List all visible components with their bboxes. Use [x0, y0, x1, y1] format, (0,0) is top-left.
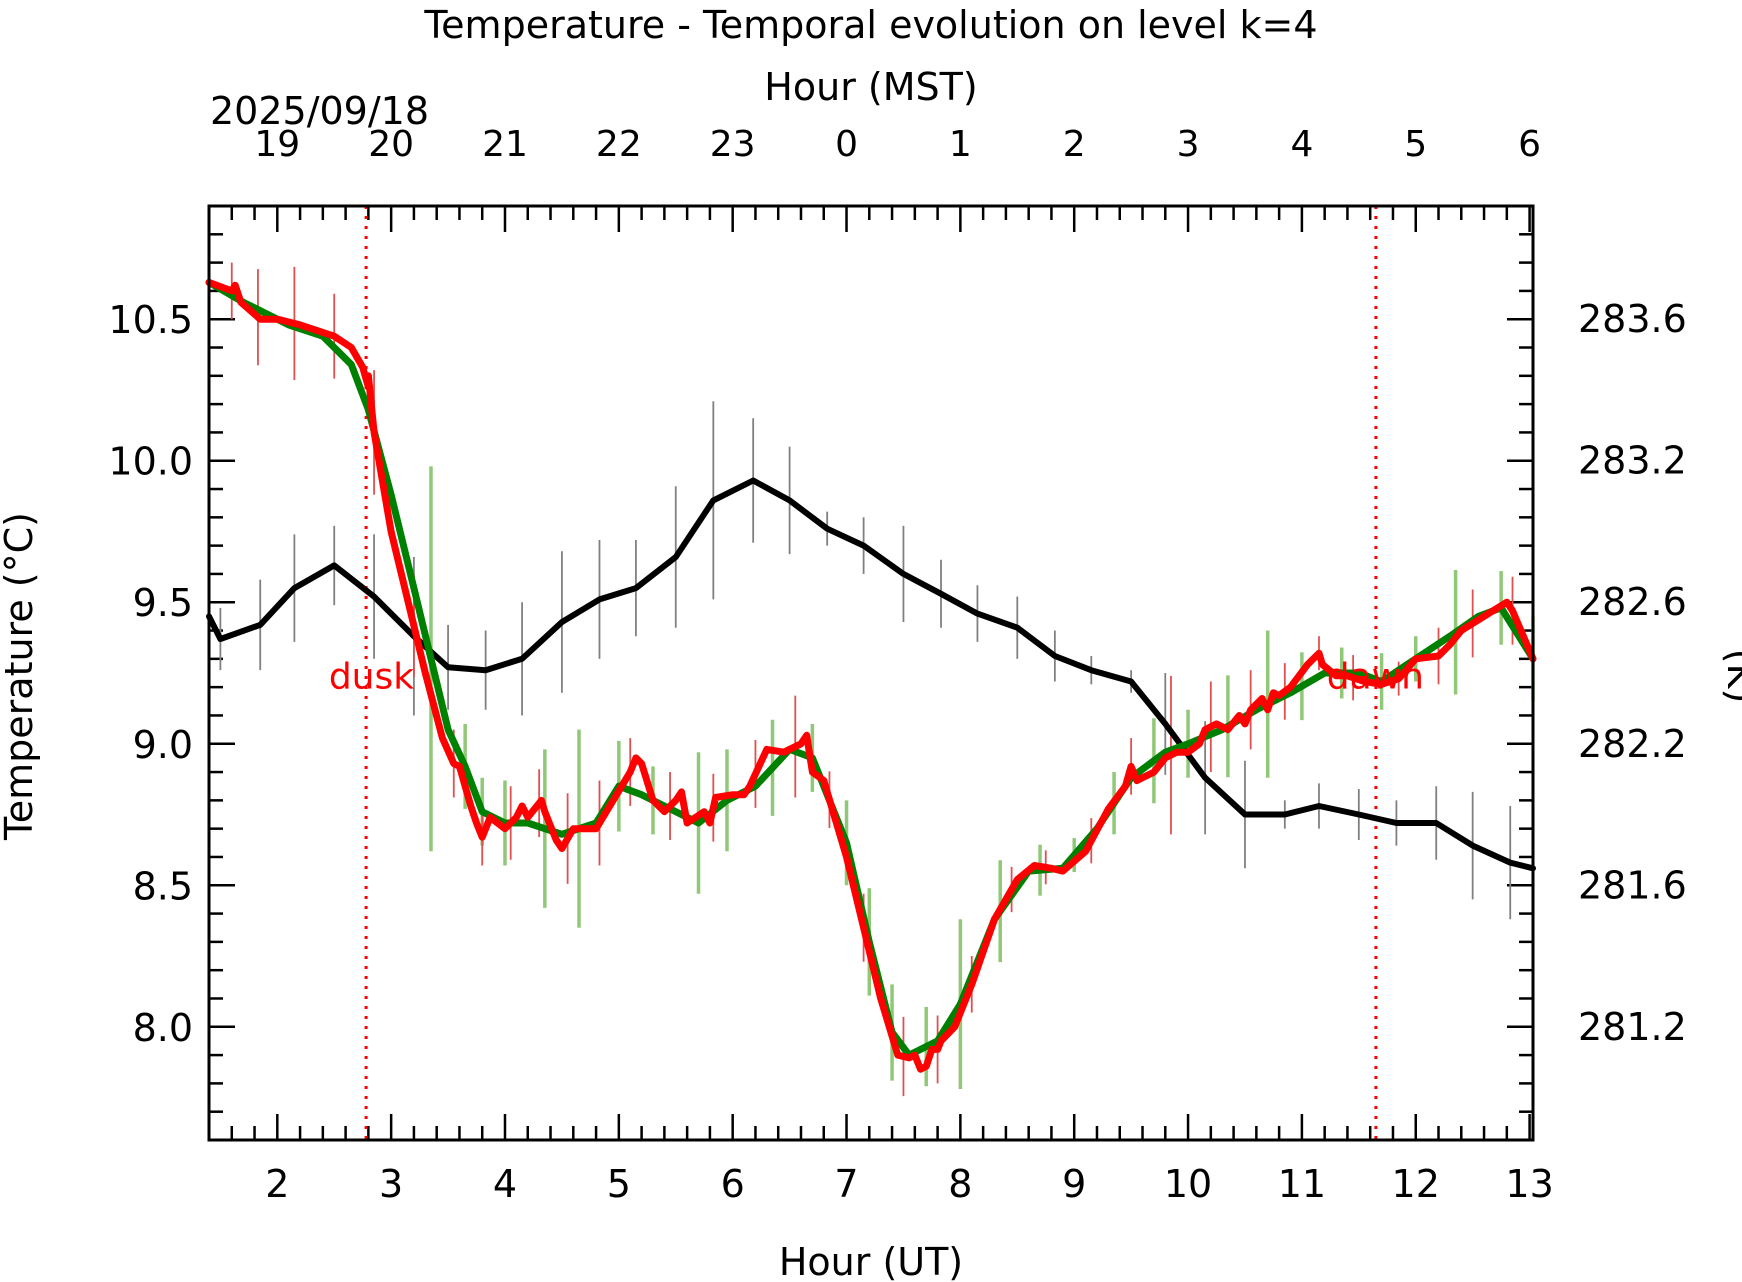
x2-tick-label: 2 — [1063, 124, 1086, 165]
top-axis-title: Hour (MST) — [764, 65, 977, 109]
event-lines — [364, 206, 1378, 1140]
x2-tick-label: 0 — [835, 124, 858, 165]
y-tick-label: 10.5 — [108, 298, 193, 342]
x-tick-label: 3 — [379, 1162, 403, 1206]
y-tick-label: 8.5 — [133, 864, 193, 908]
annotation-dusk: dusk — [329, 657, 414, 698]
y-tick-label: 8.0 — [133, 1006, 193, 1050]
y2-tick-label: 283.6 — [1578, 297, 1687, 341]
y-tick-label: 10.0 — [108, 440, 193, 484]
axis-ticks — [207, 204, 1533, 1142]
series-lines — [205, 278, 1537, 1073]
y2-tick-label: 281.6 — [1578, 863, 1687, 907]
x2-tick-label: 3 — [1177, 124, 1200, 165]
x-tick-label: 2 — [265, 1162, 289, 1206]
x2-tick-label: 23 — [710, 124, 756, 165]
x2-tick-label: 1 — [949, 124, 972, 165]
x-tick-label: 6 — [721, 1162, 745, 1206]
x2-tick-label: 4 — [1290, 124, 1313, 165]
y2-axis-title: (K) — [1719, 649, 1742, 704]
x-tick-label: 9 — [1062, 1162, 1086, 1206]
y-tick-label: 9.0 — [133, 723, 193, 767]
plot-frame — [207, 204, 1535, 1142]
y2-tick-label: 282.2 — [1578, 722, 1687, 766]
chart-title: Temperature - Temporal evolution on leve… — [423, 3, 1317, 47]
y-tick-label: 9.5 — [133, 581, 193, 625]
x-tick-label: 8 — [948, 1162, 972, 1206]
y2-tick-label: 283.2 — [1578, 439, 1687, 483]
series-line — [205, 278, 1537, 1073]
x2-tick-label: 6 — [1518, 124, 1541, 165]
x2-tick-label: 20 — [368, 124, 414, 165]
annotation-dawn: dawn — [1327, 657, 1424, 698]
x-axis-title: Hour (UT) — [779, 1240, 963, 1282]
y-axis-title: Temperature (°C) — [0, 512, 41, 841]
x2-tick-label: 5 — [1404, 124, 1427, 165]
x-tick-label: 5 — [607, 1162, 631, 1206]
x-tick-label: 7 — [834, 1162, 858, 1206]
x-tick-label: 12 — [1392, 1162, 1440, 1206]
x-tick-label: 10 — [1164, 1162, 1212, 1206]
date-label: 2025/09/18 — [210, 89, 429, 133]
annotations: dusk dawn — [329, 657, 1424, 698]
y2-tick-label: 282.6 — [1578, 580, 1687, 624]
x-tick-label: 11 — [1278, 1162, 1326, 1206]
y2-tick-label: 281.2 — [1578, 1005, 1687, 1049]
x2-tick-label: 22 — [596, 124, 642, 165]
x2-tick-label: 19 — [254, 124, 300, 165]
x-tick-label: 13 — [1505, 1162, 1553, 1206]
x2-tick-label: 21 — [482, 124, 528, 165]
x-tick-label: 4 — [493, 1162, 517, 1206]
